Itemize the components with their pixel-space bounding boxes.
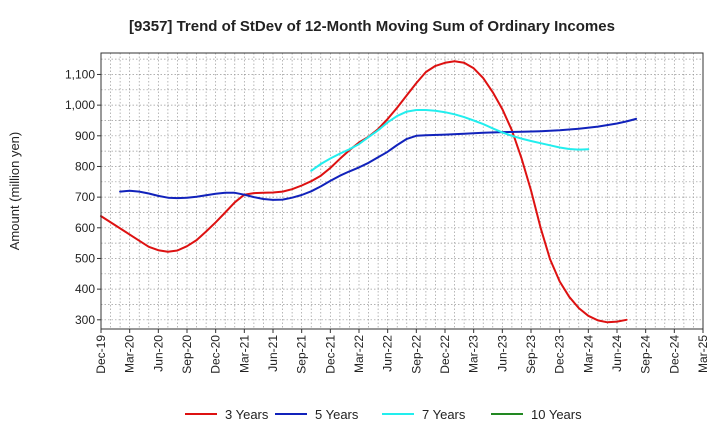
y-tick-label: 500	[75, 251, 95, 265]
y-tick-label: 300	[75, 313, 95, 327]
y-axis-label: Amount (million yen)	[7, 132, 22, 251]
y-tick-label: 900	[75, 129, 95, 143]
legend: 3 Years 5 Years 7 Years 10 Years	[185, 407, 582, 422]
x-tick-label: Mar-22	[352, 335, 366, 373]
x-tick-label: Sep-23	[524, 335, 538, 374]
x-tick-label: Dec-19	[94, 335, 108, 374]
y-tick-label: 1,000	[65, 98, 95, 112]
x-tick-label: Mar-20	[123, 335, 137, 373]
legend-label: 5 Years	[315, 407, 359, 422]
x-tick-label: Jun-20	[151, 335, 165, 372]
x-tick-label: Jun-23	[495, 335, 509, 372]
y-tick-label: 400	[75, 282, 95, 296]
series-line-7-years	[310, 109, 590, 172]
x-tick-label: Jun-21	[266, 335, 280, 372]
x-tick-label: Sep-20	[180, 335, 194, 374]
x-tick-label: Sep-24	[639, 335, 653, 374]
x-tick-label: Dec-20	[209, 335, 223, 374]
series-line-5-years	[119, 117, 638, 201]
x-tick-label: Jun-22	[381, 335, 395, 372]
x-tick-label: Dec-23	[553, 335, 567, 374]
x-tick-label: Jun-24	[610, 335, 624, 372]
chart-title: [9357] Trend of StDev of 12-Month Moving…	[129, 18, 615, 35]
x-tick-label: Mar-25	[696, 335, 710, 373]
legend-label: 7 Years	[422, 407, 466, 422]
series-line-3-years	[100, 60, 628, 324]
x-tick-label: Sep-22	[409, 335, 423, 374]
y-tick-label: 1,100	[65, 67, 95, 81]
legend-label: 3 Years	[225, 407, 269, 422]
y-tick-label: 700	[75, 190, 95, 204]
x-tick-labels: Dec-19 Mar-20 Jun-20 Sep-20 Dec-20 Mar-21 Jun-…	[94, 329, 710, 374]
x-tick-label: Mar-21	[237, 335, 251, 373]
plot-frame	[100, 52, 704, 330]
series-layer	[100, 60, 638, 324]
x-tick-label: Dec-22	[438, 335, 452, 374]
y-tick-label: 800	[75, 159, 95, 173]
x-tick-label: Mar-24	[581, 335, 595, 373]
y-tick-labels: 300 400 500 600 700 800 900 1,000 1,100	[65, 67, 101, 327]
y-tick-label: 600	[75, 221, 95, 235]
grid-layer	[101, 53, 703, 329]
x-tick-label: Mar-23	[467, 335, 481, 373]
x-tick-label: Dec-21	[323, 335, 337, 374]
x-tick-label: Sep-21	[295, 335, 309, 374]
legend-label: 10 Years	[531, 407, 582, 422]
x-tick-label: Dec-24	[667, 335, 681, 374]
